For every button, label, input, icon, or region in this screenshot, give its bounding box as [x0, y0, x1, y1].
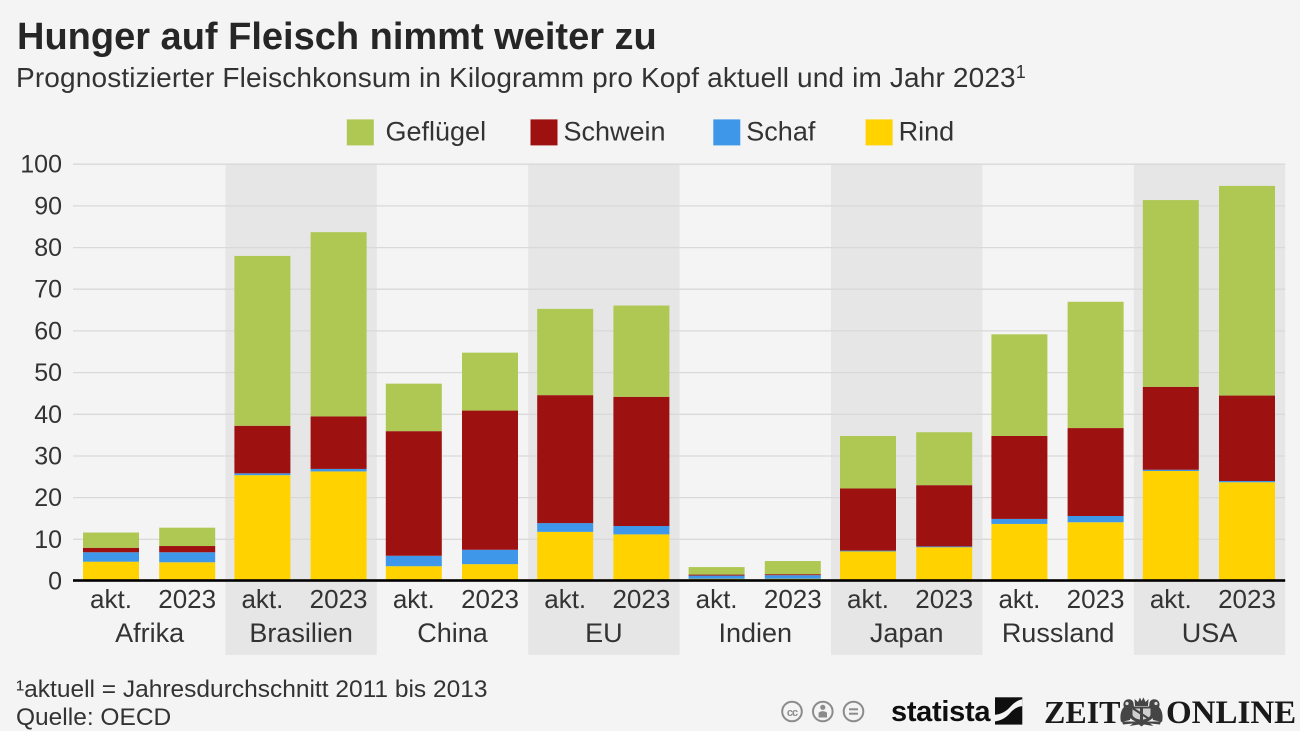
svg-text:Indien: Indien: [719, 618, 793, 648]
svg-text:akt.: akt.: [544, 584, 586, 614]
svg-text:100: 100: [20, 151, 62, 179]
svg-text:EU: EU: [585, 618, 623, 648]
svg-text:akt.: akt.: [241, 584, 283, 614]
svg-text:Rind: Rind: [899, 117, 955, 147]
svg-text:cc: cc: [787, 707, 798, 719]
svg-text:Afrika: Afrika: [115, 618, 185, 648]
svg-text:2023: 2023: [310, 584, 368, 614]
svg-text:akt.: akt.: [847, 584, 889, 614]
svg-text:60: 60: [34, 317, 62, 345]
svg-text:2023: 2023: [1067, 584, 1125, 614]
svg-text:2023: 2023: [158, 584, 216, 614]
svg-text:20: 20: [34, 484, 62, 512]
svg-text:2023: 2023: [1218, 584, 1276, 614]
svg-text:akt.: akt.: [696, 584, 738, 614]
svg-text:10: 10: [34, 526, 62, 554]
svg-text:ONLINE: ONLINE: [1166, 695, 1296, 731]
svg-text:2023: 2023: [915, 584, 973, 614]
svg-text:Russland: Russland: [1002, 618, 1115, 648]
svg-text:Schwein: Schwein: [564, 117, 666, 147]
svg-text:2023: 2023: [764, 584, 822, 614]
svg-text:50: 50: [34, 359, 62, 387]
svg-text:USA: USA: [1182, 618, 1238, 648]
svg-text:70: 70: [34, 276, 62, 304]
svg-text:40: 40: [34, 401, 62, 429]
svg-text:statista: statista: [891, 696, 991, 728]
svg-text:ZEIT: ZEIT: [1044, 694, 1120, 730]
svg-text:Japan: Japan: [870, 618, 944, 648]
svg-text:2023: 2023: [612, 584, 670, 614]
svg-text:akt.: akt.: [393, 584, 435, 614]
svg-text:2023: 2023: [461, 584, 519, 614]
svg-text:akt.: akt.: [998, 584, 1040, 614]
svg-text:akt.: akt.: [90, 584, 132, 614]
svg-text:Quelle: OECD: Quelle: OECD: [16, 704, 171, 731]
svg-text:Prognostizierter Fleischkonsum: Prognostizierter Fleischkonsum in Kilogr…: [16, 62, 1026, 93]
svg-text:30: 30: [34, 443, 62, 471]
svg-text:Hunger auf Fleisch nimmt weite: Hunger auf Fleisch nimmt weiter zu: [17, 16, 657, 58]
svg-text:Brasilien: Brasilien: [249, 618, 353, 648]
svg-text:0: 0: [48, 568, 62, 596]
svg-text:Schaf: Schaf: [746, 117, 816, 147]
svg-text:¹aktuell = Jahresdurchschnitt: ¹aktuell = Jahresdurchschnitt 2011 bis 2…: [16, 676, 487, 703]
svg-text:Geflügel: Geflügel: [386, 117, 487, 147]
svg-text:akt.: akt.: [1150, 584, 1192, 614]
svg-text:China: China: [417, 618, 489, 648]
svg-text:90: 90: [34, 192, 62, 220]
svg-text:80: 80: [34, 234, 62, 262]
